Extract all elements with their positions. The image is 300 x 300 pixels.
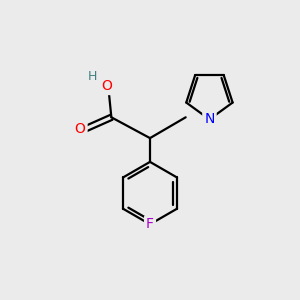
Text: F: F [146,217,154,231]
Text: O: O [101,79,112,93]
Text: H: H [88,70,98,83]
Text: N: N [204,112,214,126]
Text: O: O [75,122,86,136]
